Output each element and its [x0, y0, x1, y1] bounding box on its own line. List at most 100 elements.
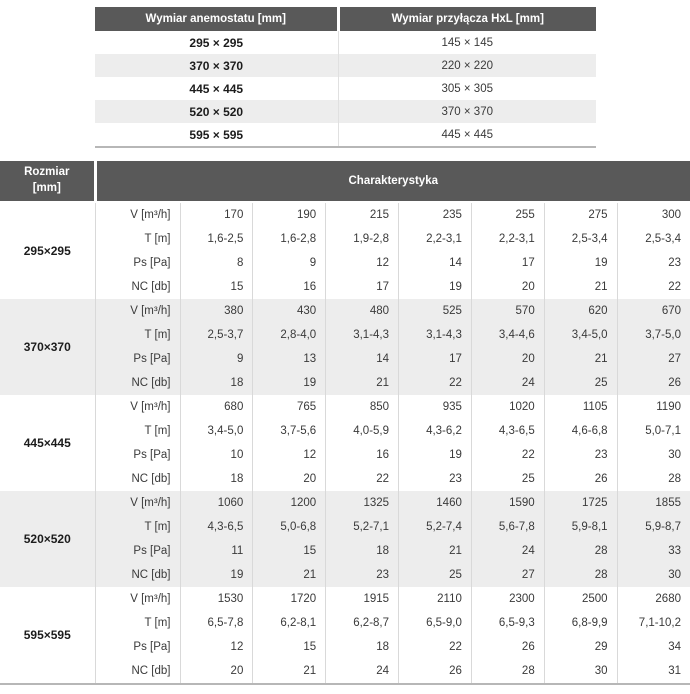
value-cell: 27 — [471, 563, 545, 587]
value-cell: 9 — [180, 347, 254, 371]
value-cell: 1105 — [544, 395, 618, 419]
value-cell: 28 — [617, 467, 690, 491]
value-cell: 4,6-6,8 — [544, 419, 618, 443]
characteristics-row: T [m] 4,3-6,5 5,0-6,8 5,2-7,1 5,2-7,4 5,6-7,8… — [0, 515, 690, 539]
dimensions-row: 295 × 295 145 × 145 — [95, 31, 596, 54]
size-column-header: Rozmiar [mm] — [0, 161, 95, 203]
characteristics-header-row: Rozmiar [mm] Charakterystyka — [0, 161, 690, 203]
value-cell: 430 — [252, 299, 327, 323]
value-cell: 9 — [252, 251, 327, 275]
value-cell: 20 — [252, 467, 327, 491]
value-cell: 15 — [252, 635, 327, 659]
value-cell: 4,3-6,5 — [471, 419, 545, 443]
value-cell: 380 — [180, 299, 254, 323]
anemostat-cell: 445 × 445 — [189, 81, 244, 96]
value-cell: 765 — [252, 395, 327, 419]
value-cell: 19 — [398, 443, 472, 467]
value-cell: 1325 — [325, 491, 400, 515]
row-label-cell: NC [db] — [95, 659, 181, 684]
size-cell: 295×295 — [0, 202, 96, 299]
value-cell: 3,4-5,0 — [180, 419, 254, 443]
characteristics-row: Ps [Pa] 10 12 16 19 22 23 30 — [0, 443, 690, 467]
value-cell: 1,9-2,8 — [325, 227, 400, 251]
value-cell: 5,6-7,8 — [471, 515, 545, 539]
dimensions-row: 445 × 445 305 × 305 — [95, 77, 596, 100]
value-cell: 680 — [180, 395, 254, 419]
value-cell: 22 — [325, 467, 400, 491]
value-cell: 24 — [325, 659, 400, 684]
anemostat-cell: 595 × 595 — [189, 127, 244, 142]
value-cell: 19 — [398, 275, 472, 299]
row-label-cell: NC [db] — [95, 467, 181, 491]
characteristics-row: Ps [Pa] 8 9 12 14 17 19 23 — [0, 251, 690, 275]
value-cell: 2500 — [544, 587, 618, 611]
value-cell: 17 — [398, 347, 472, 371]
value-cell: 2,5-3,4 — [617, 227, 690, 251]
value-cell: 19 — [180, 563, 254, 587]
value-cell: 18 — [180, 467, 254, 491]
row-label-cell: Ps [Pa] — [95, 635, 181, 659]
row-label-cell: T [m] — [95, 227, 181, 251]
value-cell: 20 — [471, 275, 545, 299]
value-cell: 480 — [325, 299, 400, 323]
size-cell: 595×595 — [0, 587, 96, 684]
value-cell: 5,0-7,1 — [617, 419, 690, 443]
size-cell: 370×370 — [0, 299, 96, 395]
value-cell: 34 — [617, 635, 690, 659]
row-label-cell: T [m] — [95, 419, 181, 443]
value-cell: 1060 — [180, 491, 254, 515]
value-cell: 30 — [544, 659, 618, 684]
connector-dimension-header: Wymiar przyłącza HxL [mm] — [336, 7, 596, 31]
row-label-cell: Ps [Pa] — [95, 539, 181, 563]
value-cell: 26 — [617, 371, 690, 395]
value-cell: 12 — [180, 635, 254, 659]
value-cell: 6,5-7,8 — [180, 611, 254, 635]
value-cell: 1530 — [180, 587, 254, 611]
row-label-cell: T [m] — [95, 323, 181, 347]
value-cell: 275 — [544, 202, 618, 227]
value-cell: 20 — [471, 347, 545, 371]
characteristics-row: T [m] 6,5-7,8 6,2-8,1 6,2-8,7 6,5-9,0 6,5-9,3… — [0, 611, 690, 635]
value-cell: 6,2-8,7 — [325, 611, 400, 635]
value-cell: 31 — [617, 659, 690, 684]
value-cell: 20 — [180, 659, 254, 684]
characteristics-row: T [m] 2,5-3,7 2,8-4,0 3,1-4,3 3,1-4,3 3,4-4,6… — [0, 323, 690, 347]
value-cell: 2,5-3,4 — [544, 227, 618, 251]
value-cell: 5,0-6,8 — [252, 515, 327, 539]
value-cell: 620 — [544, 299, 618, 323]
value-cell: 2680 — [617, 587, 690, 611]
dimensions-table: Wymiar anemostatu [mm] Wymiar przyłącza … — [95, 7, 596, 148]
value-cell: 2,2-3,1 — [471, 227, 545, 251]
value-cell: 935 — [398, 395, 472, 419]
characteristics-column-header: Charakterystyka — [93, 161, 690, 203]
value-cell: 6,5-9,3 — [471, 611, 545, 635]
characteristics-row: NC [db] 19 21 23 25 27 28 30 — [0, 563, 690, 587]
characteristics-row: 520×520 V [m³/h] 1060 1200 1325 1460 1590 1725 1… — [0, 491, 690, 587]
value-cell: 21 — [398, 539, 472, 563]
characteristics-row: T [m] 3,4-5,0 3,7-5,6 4,0-5,9 4,3-6,2 4,3-6,5… — [0, 419, 690, 443]
dimensions-row: 595 × 595 445 × 445 — [95, 123, 596, 147]
connector-cell: 305 × 305 — [337, 77, 596, 100]
value-cell: 5,2-7,1 — [325, 515, 400, 539]
value-cell: 1020 — [471, 395, 545, 419]
value-cell: 300 — [617, 202, 690, 227]
row-label-cell: V [m³/h] — [95, 395, 181, 419]
value-cell: 3,1-4,3 — [398, 323, 472, 347]
dimensions-table-body: 295 × 295 145 × 145 370 × 370 220 × 220 445 … — [95, 31, 596, 147]
value-cell: 850 — [325, 395, 400, 419]
characteristics-row: 370×370 V [m³/h] 380 430 480 525 570 620 670 — [0, 299, 690, 395]
value-cell: 1720 — [252, 587, 327, 611]
value-cell: 17 — [471, 251, 545, 275]
row-label-cell: NC [db] — [95, 371, 181, 395]
row-label-cell: V [m³/h] — [95, 587, 181, 611]
dimensions-row: 520 × 520 370 × 370 — [95, 100, 596, 123]
characteristics-row: Ps [Pa] 9 13 14 17 20 21 27 — [0, 347, 690, 371]
value-cell: 4,3-6,5 — [180, 515, 254, 539]
value-cell: 1915 — [325, 587, 400, 611]
value-cell: 1200 — [252, 491, 327, 515]
size-cell: 520×520 — [0, 491, 96, 587]
connector-cell: 220 × 220 — [337, 54, 596, 77]
value-cell: 1,6-2,8 — [252, 227, 327, 251]
value-cell: 6,8-9,9 — [544, 611, 618, 635]
value-cell: 26 — [398, 659, 472, 684]
